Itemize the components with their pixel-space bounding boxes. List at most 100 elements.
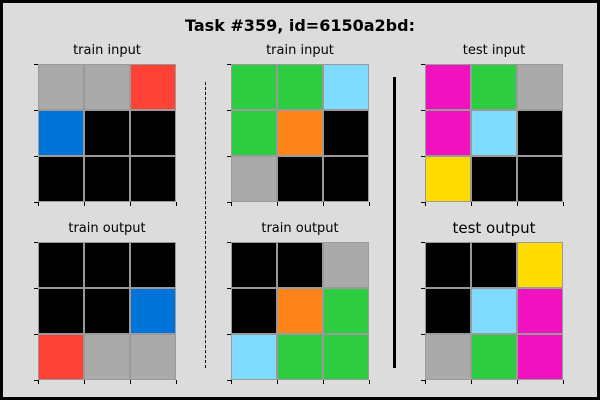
axis-tick xyxy=(34,110,38,111)
axis-tick xyxy=(421,334,425,335)
grid-cell-gray xyxy=(517,64,563,110)
axis-tick xyxy=(227,110,231,111)
panel-label-train-input-1: train input xyxy=(73,43,141,58)
axis-tick xyxy=(323,202,324,206)
axis-tick xyxy=(517,202,518,206)
grid-cell-cyan xyxy=(471,110,517,156)
axis-tick xyxy=(563,202,564,206)
axis-tick xyxy=(471,202,472,206)
panel-label-train-output-1: train output xyxy=(68,221,146,236)
grid-cell-black xyxy=(130,110,176,156)
axis-tick xyxy=(517,380,518,384)
grid-cell-blue xyxy=(130,288,176,334)
grid-cell-cyan xyxy=(471,288,517,334)
axis-tick xyxy=(421,242,425,243)
figure-title: Task #359, id=6150a2bd: xyxy=(185,16,415,35)
axis-tick xyxy=(421,380,425,381)
axis-tick xyxy=(34,202,38,203)
axis-tick xyxy=(471,380,472,384)
axis-tick xyxy=(34,288,38,289)
grid-cell-green xyxy=(471,64,517,110)
axis-tick xyxy=(34,380,38,381)
axis-tick xyxy=(38,380,39,384)
grid-cell-black xyxy=(277,242,323,288)
grid-test-input xyxy=(425,64,563,202)
grid-cell-yellow xyxy=(425,156,471,202)
grid-cell-gray xyxy=(84,64,130,110)
panel-label-train-input-2: train input xyxy=(266,43,334,58)
panel-label-test-output: test output xyxy=(452,219,536,237)
grid-cell-green xyxy=(231,110,277,156)
grid-cell-black xyxy=(130,156,176,202)
axis-tick xyxy=(231,202,232,206)
train-separator-dashed xyxy=(205,82,206,368)
grid-cell-magenta xyxy=(425,110,471,156)
grid-cell-green xyxy=(471,334,517,380)
grid-cell-black xyxy=(231,288,277,334)
grid-cell-black xyxy=(84,110,130,156)
grid-cell-orange xyxy=(277,110,323,156)
axis-tick xyxy=(425,380,426,384)
axis-tick xyxy=(421,110,425,111)
axis-tick xyxy=(421,156,425,157)
axis-tick xyxy=(277,380,278,384)
axis-tick xyxy=(421,288,425,289)
axis-tick xyxy=(421,64,425,65)
grid-test-output xyxy=(425,242,563,380)
grid-cell-black xyxy=(38,288,84,334)
grid-cell-gray xyxy=(38,64,84,110)
axis-tick xyxy=(369,202,370,206)
axis-tick xyxy=(84,202,85,206)
axis-tick xyxy=(227,202,231,203)
grid-cell-black xyxy=(517,110,563,156)
axis-tick xyxy=(563,380,564,384)
axis-tick xyxy=(130,380,131,384)
axis-tick xyxy=(34,334,38,335)
grid-cell-red xyxy=(130,64,176,110)
axis-tick xyxy=(227,288,231,289)
grid-cell-black xyxy=(277,156,323,202)
grid-train-output-1 xyxy=(38,242,176,380)
axis-tick xyxy=(34,156,38,157)
axis-tick xyxy=(421,202,425,203)
grid-cell-black xyxy=(84,288,130,334)
grid-cell-gray xyxy=(84,334,130,380)
grid-cell-yellow xyxy=(517,242,563,288)
panel-label-train-output-2: train output xyxy=(261,221,339,236)
grid-cell-black xyxy=(425,288,471,334)
grid-cell-green xyxy=(323,288,369,334)
axis-tick xyxy=(227,242,231,243)
axis-tick xyxy=(231,380,232,384)
grid-cell-blue xyxy=(38,110,84,156)
grid-cell-gray xyxy=(130,334,176,380)
grid-cell-magenta xyxy=(517,334,563,380)
grid-cell-black xyxy=(38,156,84,202)
axis-tick xyxy=(38,202,39,206)
test-separator-solid xyxy=(393,77,396,368)
grid-cell-cyan xyxy=(231,334,277,380)
axis-tick xyxy=(277,202,278,206)
grid-cell-green xyxy=(277,334,323,380)
axis-tick xyxy=(34,64,38,65)
grid-cell-gray xyxy=(425,334,471,380)
grid-cell-black xyxy=(517,156,563,202)
grid-cell-gray xyxy=(323,242,369,288)
axis-tick xyxy=(425,202,426,206)
grid-cell-red xyxy=(38,334,84,380)
axis-tick xyxy=(227,334,231,335)
grid-cell-black xyxy=(425,242,471,288)
grid-cell-green xyxy=(277,64,323,110)
grid-cell-black xyxy=(84,156,130,202)
grid-cell-black xyxy=(471,156,517,202)
grid-cell-green xyxy=(323,334,369,380)
axis-tick xyxy=(227,380,231,381)
grid-cell-black xyxy=(84,242,130,288)
grid-cell-black xyxy=(130,242,176,288)
axis-tick xyxy=(227,64,231,65)
grid-cell-black xyxy=(323,156,369,202)
grid-cell-black xyxy=(231,242,277,288)
axis-tick xyxy=(176,202,177,206)
grid-cell-gray xyxy=(231,156,277,202)
axis-tick xyxy=(227,156,231,157)
panel-label-test-input: test input xyxy=(462,43,526,58)
